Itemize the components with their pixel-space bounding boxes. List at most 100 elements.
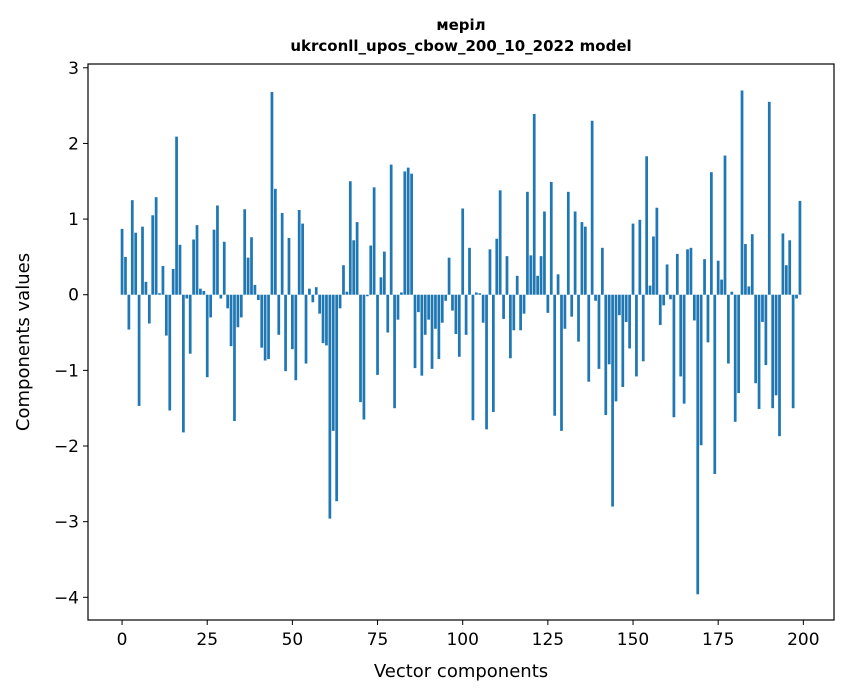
- bar: [199, 288, 202, 295]
- y-tick-label: 2: [68, 134, 79, 154]
- bar: [226, 294, 230, 309]
- y-tick-label: −3: [54, 513, 79, 533]
- bar: [256, 294, 260, 301]
- bar: [502, 294, 505, 319]
- bar: [474, 292, 478, 295]
- bar: [519, 294, 522, 331]
- bar: [560, 294, 563, 431]
- bar: [699, 294, 703, 446]
- bar: [543, 211, 546, 295]
- bar: [192, 239, 195, 295]
- bar: [386, 294, 390, 333]
- bar: [287, 237, 291, 295]
- bar: [355, 222, 359, 295]
- bar: [348, 181, 352, 295]
- bar: [778, 294, 781, 437]
- bar: [297, 210, 301, 295]
- bar: [580, 222, 584, 295]
- bar: [427, 294, 431, 320]
- bar: [750, 234, 754, 295]
- bar: [321, 294, 325, 344]
- bar: [362, 294, 366, 420]
- x-tick-label: 75: [367, 630, 389, 650]
- plot-frame: [87, 63, 835, 621]
- bar: [679, 294, 683, 377]
- bar: [512, 294, 516, 331]
- bar: [359, 294, 362, 403]
- x-axis-label: Vector components: [374, 661, 548, 682]
- bar: [457, 294, 461, 357]
- bar: [161, 265, 165, 295]
- bar: [137, 294, 141, 406]
- bar: [263, 294, 267, 361]
- bar: [229, 294, 233, 347]
- bar: [754, 294, 758, 384]
- bar: [246, 257, 250, 295]
- bar: [216, 205, 219, 295]
- bar: [662, 294, 666, 306]
- bar: [604, 294, 608, 415]
- bar: [713, 294, 717, 474]
- bar: [618, 294, 621, 316]
- bar: [628, 294, 631, 349]
- bar: [345, 291, 349, 295]
- x-tick-label: 175: [702, 630, 734, 650]
- chart-subtitle: ukrconll_upos_cbow_200_10_2022 model: [290, 37, 631, 55]
- bar: [522, 294, 526, 314]
- bar: [253, 284, 257, 295]
- bar: [526, 191, 529, 295]
- bar: [689, 247, 693, 295]
- bar: [410, 173, 413, 295]
- bar: [570, 294, 574, 317]
- bar: [233, 294, 236, 422]
- bar: [171, 269, 175, 295]
- bar: [594, 294, 597, 301]
- bar: [720, 279, 723, 295]
- bar: [563, 294, 567, 329]
- y-axis-label: Components values: [13, 253, 34, 431]
- bar: [205, 294, 209, 378]
- bar-series: [120, 90, 802, 595]
- bar: [583, 226, 587, 295]
- bar: [515, 275, 519, 295]
- bar: [478, 293, 482, 295]
- bar: [440, 294, 444, 323]
- bar: [549, 182, 553, 295]
- bar: [369, 245, 373, 295]
- bar: [692, 294, 696, 321]
- bar: [747, 286, 751, 295]
- bar: [342, 265, 345, 295]
- bar: [277, 294, 281, 335]
- bar: [488, 249, 492, 295]
- bar: [372, 187, 376, 295]
- bar: [396, 294, 400, 320]
- x-tick-label: 200: [787, 630, 819, 650]
- bar: [710, 172, 713, 295]
- bar: [740, 90, 744, 295]
- bar: [389, 164, 393, 295]
- bar: [665, 264, 669, 295]
- bar: [335, 294, 339, 502]
- bar: [757, 294, 761, 409]
- bar: [188, 294, 192, 354]
- bar: [403, 171, 407, 295]
- y-axis-ticks: 3 2 1 0 −1 −2 −3 −4: [54, 59, 88, 608]
- bar: [744, 244, 747, 295]
- bar: [393, 294, 396, 409]
- bar: [597, 294, 601, 369]
- bar: [154, 197, 158, 295]
- bar: [532, 113, 536, 295]
- bar: [641, 294, 645, 362]
- bar: [236, 294, 240, 328]
- bar: [437, 294, 441, 360]
- y-tick-label: 0: [68, 286, 79, 306]
- bar: [635, 294, 638, 377]
- bar: [645, 156, 649, 295]
- bar: [239, 294, 243, 318]
- bar: [703, 259, 706, 295]
- bar: [151, 215, 155, 295]
- bar: [376, 294, 379, 375]
- bar: [495, 238, 499, 295]
- bar: [444, 294, 448, 301]
